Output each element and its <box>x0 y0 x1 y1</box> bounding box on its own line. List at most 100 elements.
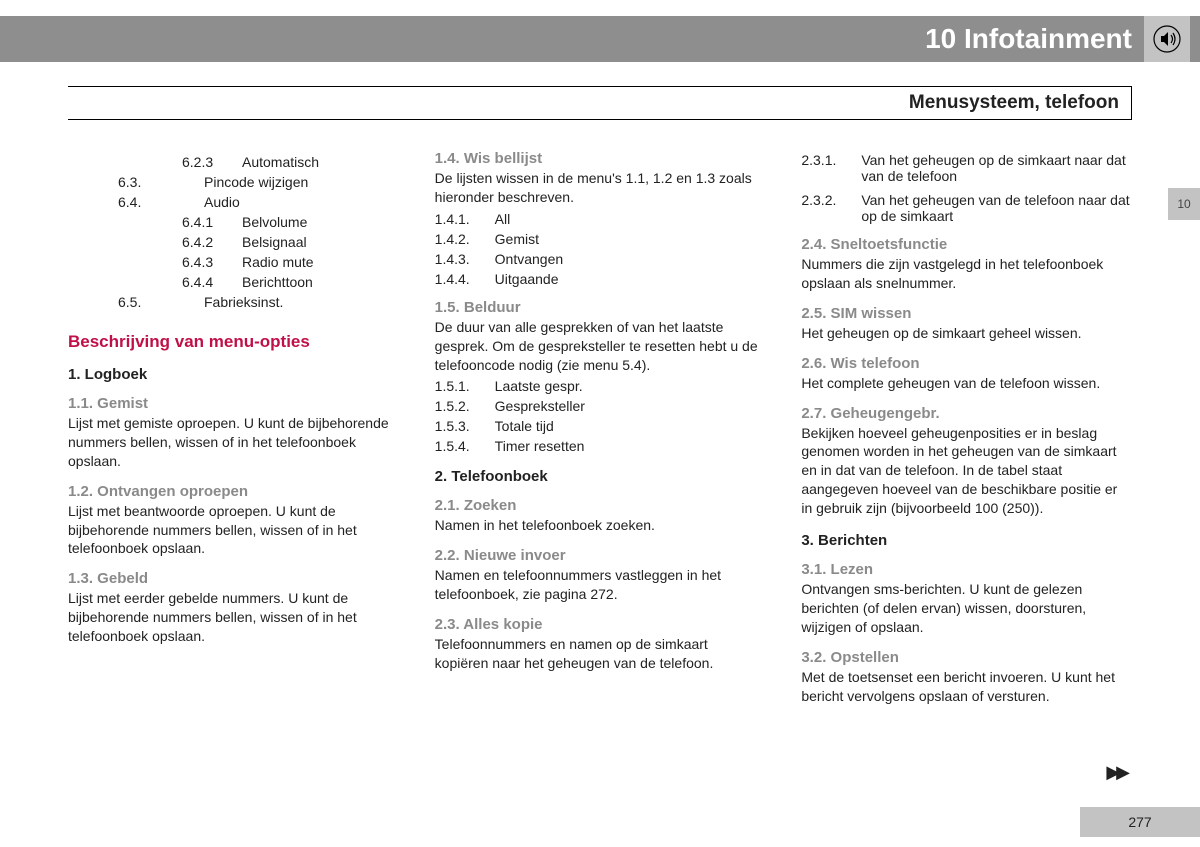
menu-item-label: Uitgaande <box>495 271 559 287</box>
menu-item-number: 6.4.4 <box>68 274 188 290</box>
chapter-header: 10 Infotainment <box>0 16 1200 62</box>
menu-item: 6.4.Audio <box>68 194 399 210</box>
menu-item-number: 1.4.2. <box>435 231 495 247</box>
menu-item-label: Belvolume <box>188 214 307 230</box>
column-3: 2.3.1.Van het geheugen op de simkaart na… <box>801 150 1132 757</box>
menu-item-number: 6.4.3 <box>68 254 188 270</box>
menu-item: 6.4.3Radio mute <box>68 254 399 270</box>
menu-item: 1.5.2.Gespreksteller <box>435 398 766 414</box>
menu-item-number: 6.4.2 <box>68 234 188 250</box>
menu-item-number: 6.3. <box>68 174 188 190</box>
heading-2-7: 2.7. Geheugengebr. <box>801 405 1132 422</box>
menu-item: 1.4.1.All <box>435 211 766 227</box>
menu-list-2-3: 2.3.1.Van het geheugen op de simkaart na… <box>801 152 1132 224</box>
menu-item: 1.4.3.Ontvangen <box>435 251 766 267</box>
text-2-7: Bekijken hoeveel geheugenposities er in … <box>801 424 1132 518</box>
speaker-icon <box>1144 16 1190 62</box>
chapter-number: 10 <box>925 23 956 54</box>
menu-item-number: 1.5.3. <box>435 418 495 434</box>
section-2-title: 2. Telefoonboek <box>435 468 766 485</box>
text-1-2: Lijst met beantwoorde oproepen. U kunt d… <box>68 502 399 559</box>
menu-item-number: 1.4.1. <box>435 211 495 227</box>
column-1: 6.2.3Automatisch6.3.Pincode wijzigen6.4.… <box>68 150 399 757</box>
menu-item-label: Berichttoon <box>188 274 313 290</box>
menu-item-label: Gemist <box>495 231 539 247</box>
menu-item-label: Ontvangen <box>495 251 564 267</box>
heading-2-1: 2.1. Zoeken <box>435 497 766 514</box>
heading-2-3: 2.3. Alles kopie <box>435 616 766 633</box>
menu-item-number: 1.5.2. <box>435 398 495 414</box>
section-3-title: 3. Berichten <box>801 532 1132 549</box>
chapter-tab: 10 <box>1168 188 1200 220</box>
menu-list-1: 6.2.3Automatisch6.3.Pincode wijzigen6.4.… <box>68 154 399 310</box>
menu-item-label: All <box>495 211 511 227</box>
menu-item: 1.5.1.Laatste gespr. <box>435 378 766 394</box>
menu-item-label: Laatste gespr. <box>495 378 583 394</box>
menu-item-label: Gespreksteller <box>495 398 585 414</box>
heading-2-4: 2.4. Sneltoetsfunctie <box>801 236 1132 253</box>
menu-item-label: Fabrieksinst. <box>188 294 283 310</box>
heading-3-1: 3.1. Lezen <box>801 561 1132 578</box>
menu-item-label: Pincode wijzigen <box>188 174 308 190</box>
menu-item-number: 1.5.1. <box>435 378 495 394</box>
heading-1-3: 1.3. Gebeld <box>68 570 399 587</box>
text-2-3: Telefoonnummers en namen op de simkaart … <box>435 635 766 673</box>
menu-item-label: Totale tijd <box>495 418 554 434</box>
menu-item: 1.5.3.Totale tijd <box>435 418 766 434</box>
menu-item: 6.4.2Belsignaal <box>68 234 399 250</box>
menu-item: 2.3.2.Van het geheugen van de telefoon n… <box>801 192 1132 224</box>
page-number: 277 <box>1080 807 1200 837</box>
menu-item: 6.3.Pincode wijzigen <box>68 174 399 190</box>
section-1-title: 1. Logboek <box>68 366 399 383</box>
menu-item-label: Van het geheugen op de simkaart naar dat… <box>861 152 1132 184</box>
chapter-name: Infotainment <box>964 23 1132 54</box>
continuation-arrows: ▶▶ <box>1106 762 1126 783</box>
heading-2-6: 2.6. Wis telefoon <box>801 355 1132 372</box>
menu-item: 6.4.1Belvolume <box>68 214 399 230</box>
text-1-4: De lijsten wissen in de menu's 1.1, 1.2 … <box>435 169 766 207</box>
menu-item-label: Timer resetten <box>495 438 585 454</box>
menu-item-number: 6.5. <box>68 294 188 310</box>
text-3-1: Ontvangen sms-berichten. U kunt de gelez… <box>801 580 1132 637</box>
menu-item: 6.4.4Berichttoon <box>68 274 399 290</box>
text-2-4: Nummers die zijn vastgelegd in het telef… <box>801 255 1132 293</box>
chapter-title: 10 Infotainment <box>925 23 1132 55</box>
text-2-1: Namen in het telefoonboek zoeken. <box>435 516 766 535</box>
section-title: Menusysteem, telefoon <box>68 86 1132 120</box>
menu-item: 2.3.1.Van het geheugen op de simkaart na… <box>801 152 1132 184</box>
menu-item-number: 1.4.4. <box>435 271 495 287</box>
text-2-5: Het geheugen op de simkaart geheel wisse… <box>801 324 1132 343</box>
menu-item-label: Automatisch <box>188 154 319 170</box>
heading-3-2: 3.2. Opstellen <box>801 649 1132 666</box>
menu-item-label: Radio mute <box>188 254 314 270</box>
menu-item: 1.4.4.Uitgaande <box>435 271 766 287</box>
text-3-2: Met de toetsenset een bericht invoeren. … <box>801 668 1132 706</box>
menu-item-number: 2.3.1. <box>801 152 861 168</box>
text-1-5: De duur van alle gesprekken of van het l… <box>435 318 766 375</box>
red-heading: Beschrijving van menu-opties <box>68 332 399 352</box>
heading-1-1: 1.1. Gemist <box>68 395 399 412</box>
menu-list-1-5: 1.5.1.Laatste gespr.1.5.2.Gespreksteller… <box>435 378 766 454</box>
heading-1-2: 1.2. Ontvangen oproepen <box>68 483 399 500</box>
menu-item-number: 1.4.3. <box>435 251 495 267</box>
text-2-2: Namen en telefoonnummers vastleggen in h… <box>435 566 766 604</box>
column-2: 1.4. Wis bellijst De lijsten wissen in d… <box>435 150 766 757</box>
text-2-6: Het complete geheugen van de telefoon wi… <box>801 374 1132 393</box>
menu-item-number: 6.4.1 <box>68 214 188 230</box>
menu-item-label: Audio <box>188 194 240 210</box>
text-1-1: Lijst met gemiste oproepen. U kunt de bi… <box>68 414 399 471</box>
content-columns: 6.2.3Automatisch6.3.Pincode wijzigen6.4.… <box>68 150 1132 757</box>
menu-list-1-4: 1.4.1.All1.4.2.Gemist1.4.3.Ontvangen1.4.… <box>435 211 766 287</box>
menu-item: 1.5.4.Timer resetten <box>435 438 766 454</box>
menu-item-label: Van het geheugen van de telefoon naar da… <box>861 192 1132 224</box>
heading-2-5: 2.5. SIM wissen <box>801 305 1132 322</box>
menu-item: 6.5.Fabrieksinst. <box>68 294 399 310</box>
heading-2-2: 2.2. Nieuwe invoer <box>435 547 766 564</box>
heading-1-4: 1.4. Wis bellijst <box>435 150 766 167</box>
menu-item-label: Belsignaal <box>188 234 307 250</box>
heading-1-5: 1.5. Belduur <box>435 299 766 316</box>
menu-item: 1.4.2.Gemist <box>435 231 766 247</box>
menu-item: 6.2.3Automatisch <box>68 154 399 170</box>
menu-item-number: 6.2.3 <box>68 154 188 170</box>
menu-item-number: 6.4. <box>68 194 188 210</box>
